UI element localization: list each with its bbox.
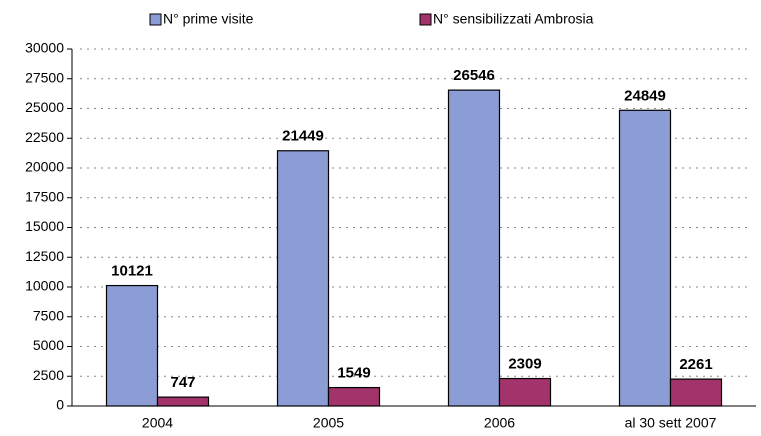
bar xyxy=(105,284,159,407)
bar xyxy=(276,150,330,407)
bar xyxy=(447,89,501,407)
y-tick-label: 30000 xyxy=(25,40,64,56)
bar xyxy=(327,386,381,407)
legend-label: N° prime visite xyxy=(163,11,254,27)
y-tick-label: 25000 xyxy=(25,99,64,115)
y-tick-label: 0 xyxy=(56,397,64,413)
y-tick-label: 12500 xyxy=(25,248,64,264)
y-tick-label: 17500 xyxy=(25,188,64,204)
x-tick-label: al 30 sett 2007 xyxy=(625,415,717,431)
bar xyxy=(156,396,210,407)
value-label: 2309 xyxy=(508,355,541,372)
value-label: 2261 xyxy=(679,356,712,373)
y-tick-label: 5000 xyxy=(33,337,64,353)
legend-label: N° sensibilizzati Ambrosia xyxy=(433,11,594,27)
y-tick-label: 27500 xyxy=(25,69,64,85)
legend-swatch xyxy=(419,13,432,26)
x-tick-label: 2006 xyxy=(484,415,515,431)
value-label: 747 xyxy=(170,374,195,391)
y-tick-label: 10000 xyxy=(25,278,64,294)
value-label: 24849 xyxy=(624,87,666,104)
y-tick-label: 22500 xyxy=(25,129,64,145)
x-tick-label: 2004 xyxy=(142,415,173,431)
value-label: 10121 xyxy=(111,263,153,280)
value-label: 21449 xyxy=(282,128,324,145)
value-label: 1549 xyxy=(337,365,370,382)
y-tick-label: 7500 xyxy=(33,307,64,323)
x-tick-label: 2005 xyxy=(313,415,344,431)
bar xyxy=(498,377,552,407)
bar xyxy=(618,109,672,407)
y-tick-label: 2500 xyxy=(33,367,64,383)
y-tick-label: 20000 xyxy=(25,159,64,175)
bar xyxy=(669,378,723,407)
y-tick-label: 15000 xyxy=(25,218,64,234)
legend-swatch xyxy=(149,13,162,26)
value-label: 26546 xyxy=(453,67,495,84)
